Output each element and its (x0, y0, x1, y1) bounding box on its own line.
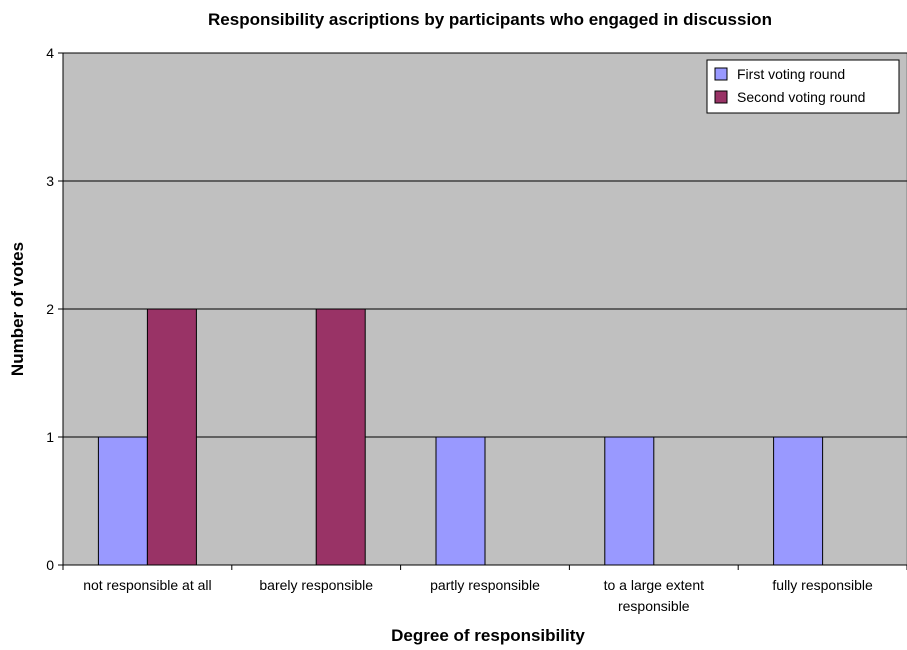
y-tick-label: 2 (46, 301, 54, 317)
y-tick-label: 1 (46, 429, 54, 445)
x-tick-label: partly responsible (430, 577, 540, 593)
x-tick-label: not responsible at all (83, 577, 211, 593)
x-tick-label: fully responsible (772, 577, 873, 593)
x-tick-label: responsible (618, 598, 690, 614)
legend: First voting round Second voting round (706, 59, 900, 114)
chart-title: Responsibility ascriptions by participan… (208, 10, 772, 29)
legend-label: Second voting round (737, 89, 865, 105)
x-tick-label: to a large extent (604, 577, 705, 593)
bar (435, 436, 486, 566)
y-axis-title: Number of votes (8, 242, 27, 376)
legend-swatch (714, 90, 728, 104)
bar (146, 308, 197, 566)
bar (773, 436, 824, 566)
legend-swatch (714, 67, 728, 81)
y-tick-label: 0 (46, 557, 54, 573)
bar (97, 436, 148, 566)
bars (97, 308, 824, 566)
x-tick-label: barely responsible (259, 577, 373, 593)
y-tick-label: 3 (46, 173, 54, 189)
y-axis-ticks: 0 1 2 3 4 (46, 45, 63, 573)
legend-box (706, 59, 900, 114)
x-axis-ticks: not responsible at all barely responsible… (62, 565, 907, 614)
y-tick-label: 4 (46, 45, 54, 61)
legend-label: First voting round (737, 66, 845, 82)
bar (604, 436, 655, 566)
bar (315, 308, 366, 566)
x-axis-title: Degree of responsibility (391, 626, 585, 645)
